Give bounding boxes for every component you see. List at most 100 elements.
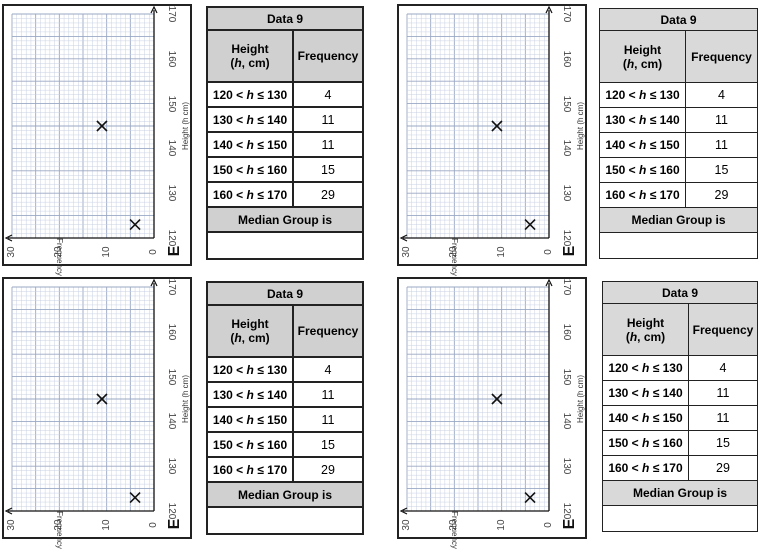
height-axis-arrow xyxy=(150,279,158,287)
median-group-answer[interactable] xyxy=(206,231,364,260)
table-row: 160 < h ≤ 170 29 xyxy=(599,182,758,208)
height-tick-label: 150 xyxy=(561,368,572,385)
plotted-point-marker xyxy=(96,120,108,132)
cumulative-frequency-graph: Height (h cm) Frequency E 120 130 140 150 16… xyxy=(2,277,192,549)
frequency-column-header: Frequency xyxy=(292,304,364,358)
height-tick-label: 160 xyxy=(166,50,177,68)
range-variable: h xyxy=(642,411,650,425)
range-upper: ≤ 140 xyxy=(253,112,288,127)
frequency-tick-label: 10 xyxy=(495,246,507,258)
height-axis-title: Height (h cm) xyxy=(576,102,585,151)
frequency-cell: 15 xyxy=(685,157,758,183)
graph-grid xyxy=(4,6,158,242)
plotted-point-marker xyxy=(129,491,141,504)
table-title: Data 9 xyxy=(599,8,758,31)
frequency-cell: 4 xyxy=(688,355,758,381)
height-tick-label: 120 xyxy=(166,502,177,520)
height-header-unit-var: h xyxy=(626,56,635,71)
height-header-unit-open: ( xyxy=(625,329,630,344)
height-axis-title: Height (h cm) xyxy=(576,375,585,424)
range-lower: 130 < xyxy=(608,386,643,400)
frequency-column-header: Frequency xyxy=(685,30,758,83)
frequency-cell: 11 xyxy=(292,406,364,433)
table-row: 120 < h ≤ 130 4 xyxy=(206,356,364,383)
range-variable: h xyxy=(246,362,254,377)
height-axis-title: Height (h cm) xyxy=(181,375,190,424)
range-lower: 120 < xyxy=(608,361,643,375)
range-upper: ≤ 160 xyxy=(253,162,288,177)
height-tick-label: 170 xyxy=(166,278,177,296)
frequency-cell: 4 xyxy=(292,81,364,108)
height-tick-label: 130 xyxy=(166,184,177,202)
height-tick-label: 170 xyxy=(166,5,177,23)
range-variable: h xyxy=(246,87,254,102)
height-range-cell: 150 < h ≤ 160 xyxy=(206,156,294,183)
height-header-label: Height xyxy=(623,42,662,57)
frequency-cell: 11 xyxy=(688,380,758,406)
range-variable: h xyxy=(246,462,254,477)
frequency-cell: 15 xyxy=(292,431,364,458)
height-tick-label: 150 xyxy=(166,95,177,112)
range-lower: 120 < xyxy=(212,87,247,102)
range-upper: ≤ 150 xyxy=(646,138,680,152)
frequency-tick-label: 20 xyxy=(448,246,460,258)
frequency-tick-label: 0 xyxy=(148,249,159,255)
median-group-answer[interactable] xyxy=(602,505,758,532)
frequency-tick-label: 20 xyxy=(53,246,65,258)
height-header-unit-close: , cm) xyxy=(637,329,666,344)
range-variable: h xyxy=(639,163,647,177)
frequency-axis-arrow xyxy=(4,507,13,515)
height-column-header: Height (h, cm) xyxy=(599,30,686,83)
frequency-tick-label: 20 xyxy=(448,519,460,531)
worksheet-panel: Height (h cm) Frequency E 120 130 140 150 16… xyxy=(0,275,380,549)
frequency-tick-label: 10 xyxy=(495,519,507,531)
height-range-cell: 140 < h ≤ 150 xyxy=(206,131,294,158)
height-range-cell: 140 < h ≤ 150 xyxy=(599,132,686,158)
frequency-tick-label: 10 xyxy=(100,519,112,531)
height-tick-label: 170 xyxy=(561,5,572,23)
height-range-cell: 160 < h ≤ 170 xyxy=(602,455,689,481)
median-group-label: Median Group is xyxy=(602,480,758,506)
height-column-header: Height (h, cm) xyxy=(206,304,294,358)
height-tick-label: 160 xyxy=(561,323,572,341)
frequency-tick-label: 0 xyxy=(543,522,554,528)
height-column-header: Height (h, cm) xyxy=(602,303,689,356)
frequency-cell: 15 xyxy=(688,430,758,456)
height-tick-label: 140 xyxy=(561,140,572,157)
plotted-point-marker xyxy=(524,491,536,504)
table-row: 130 < h ≤ 140 11 xyxy=(206,106,364,133)
plotted-point-marker xyxy=(524,218,536,231)
median-group-answer[interactable] xyxy=(206,506,364,535)
range-lower: 150 < xyxy=(608,436,643,450)
table-row: 160 < h ≤ 170 29 xyxy=(602,455,758,481)
worksheet-panel: Height (h cm) Frequency E 120 130 140 150 16… xyxy=(395,275,775,549)
range-upper: ≤ 130 xyxy=(646,88,680,102)
graph-grid xyxy=(399,6,553,242)
range-variable: h xyxy=(642,361,650,375)
frequency-cell: 29 xyxy=(292,181,364,208)
range-lower: 160 < xyxy=(212,462,247,477)
range-variable: h xyxy=(639,113,647,127)
range-variable: h xyxy=(639,138,647,152)
cumulative-frequency-graph: Height (h cm) Frequency E 120 130 140 150 16… xyxy=(397,4,587,276)
height-header-label: Height xyxy=(231,42,269,56)
height-range-cell: 130 < h ≤ 140 xyxy=(206,381,294,408)
height-range-cell: 150 < h ≤ 160 xyxy=(602,430,689,456)
height-range-cell: 160 < h ≤ 170 xyxy=(206,181,294,208)
median-group-answer[interactable] xyxy=(599,232,758,259)
range-lower: 130 < xyxy=(212,112,247,127)
plotted-point-marker xyxy=(96,393,108,405)
table-row: 130 < h ≤ 140 11 xyxy=(206,381,364,408)
range-variable: h xyxy=(246,437,254,452)
frequency-tick-label: 30 xyxy=(6,519,17,531)
frequency-tick-label: 10 xyxy=(100,246,112,258)
frequency-axis-arrow xyxy=(4,234,13,242)
height-range-cell: 160 < h ≤ 170 xyxy=(599,182,686,208)
range-variable: h xyxy=(246,387,254,402)
height-header-unit-close: , cm) xyxy=(241,331,270,345)
frequency-cell: 29 xyxy=(292,456,364,483)
cumulative-frequency-graph: Height (h cm) Frequency E 120 130 140 150 16… xyxy=(2,4,192,276)
height-axis-arrow xyxy=(545,279,553,287)
range-lower: 150 < xyxy=(212,437,247,452)
median-group-label: Median Group is xyxy=(206,206,364,233)
